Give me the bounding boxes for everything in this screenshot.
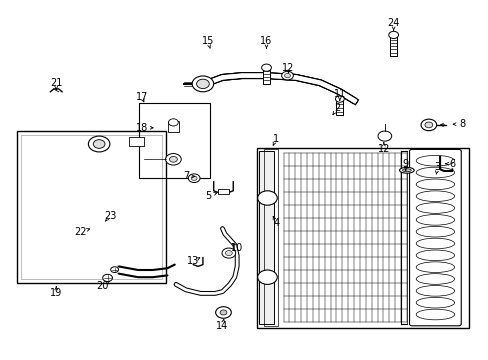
Bar (129, 137, 143, 146)
Text: 22: 22 (74, 227, 87, 237)
Circle shape (261, 64, 271, 71)
Text: 10: 10 (230, 243, 243, 253)
Text: 12: 12 (282, 63, 294, 73)
Ellipse shape (415, 250, 454, 261)
Text: 23: 23 (103, 211, 116, 221)
Circle shape (102, 274, 112, 282)
Bar (217, 189, 229, 194)
Circle shape (88, 136, 110, 152)
Text: 17: 17 (135, 92, 148, 102)
Circle shape (222, 248, 235, 258)
Text: 2: 2 (334, 103, 340, 113)
Circle shape (191, 176, 197, 180)
Circle shape (420, 119, 436, 131)
Ellipse shape (415, 238, 454, 249)
Bar (336, 100, 343, 115)
Circle shape (169, 156, 177, 162)
Circle shape (377, 131, 391, 141)
Circle shape (388, 31, 398, 39)
Bar (263, 69, 269, 84)
Bar (21, 135, 162, 279)
Bar (264, 149, 277, 326)
Text: 3: 3 (434, 162, 440, 172)
Circle shape (93, 140, 105, 148)
Ellipse shape (415, 215, 454, 225)
Circle shape (220, 310, 226, 315)
Ellipse shape (415, 274, 454, 284)
Text: 14: 14 (216, 321, 228, 331)
Text: 1: 1 (273, 134, 279, 144)
Ellipse shape (415, 156, 454, 166)
Circle shape (165, 153, 181, 165)
Ellipse shape (415, 262, 454, 273)
Circle shape (215, 307, 231, 318)
Circle shape (110, 267, 118, 273)
FancyBboxPatch shape (409, 149, 460, 326)
Ellipse shape (415, 285, 454, 296)
Ellipse shape (415, 179, 454, 190)
Bar (389, 36, 396, 56)
Text: 11: 11 (333, 89, 346, 99)
Circle shape (257, 191, 277, 205)
Ellipse shape (415, 191, 454, 202)
Text: 18: 18 (135, 123, 148, 133)
Text: 21: 21 (50, 78, 62, 88)
Ellipse shape (415, 309, 454, 320)
Text: 8: 8 (458, 119, 464, 129)
Bar (259, 151, 273, 324)
Circle shape (225, 251, 232, 256)
Ellipse shape (415, 297, 454, 308)
Text: 7: 7 (183, 171, 188, 181)
Text: 9: 9 (402, 159, 408, 169)
Bar (256, 148, 468, 328)
Ellipse shape (402, 169, 410, 172)
Text: 12: 12 (377, 144, 389, 154)
Circle shape (196, 79, 209, 89)
Circle shape (284, 73, 290, 78)
Circle shape (424, 122, 432, 128)
Text: 6: 6 (448, 159, 454, 169)
Bar (17, 131, 166, 283)
Ellipse shape (415, 226, 454, 237)
Circle shape (257, 270, 277, 284)
Ellipse shape (415, 167, 454, 178)
Text: 4: 4 (273, 218, 279, 228)
Text: 24: 24 (386, 18, 399, 28)
Circle shape (168, 119, 178, 126)
Circle shape (192, 76, 213, 92)
Circle shape (335, 96, 344, 102)
Text: 19: 19 (50, 288, 62, 298)
Bar (139, 103, 210, 178)
Text: 20: 20 (96, 281, 109, 291)
Ellipse shape (415, 203, 454, 213)
Circle shape (281, 71, 293, 80)
Circle shape (188, 174, 200, 183)
Text: 5: 5 (204, 191, 210, 201)
Bar (167, 121, 179, 132)
Text: 15: 15 (201, 36, 214, 46)
Text: 16: 16 (260, 36, 272, 46)
Text: 13: 13 (186, 256, 199, 266)
Ellipse shape (399, 167, 413, 173)
